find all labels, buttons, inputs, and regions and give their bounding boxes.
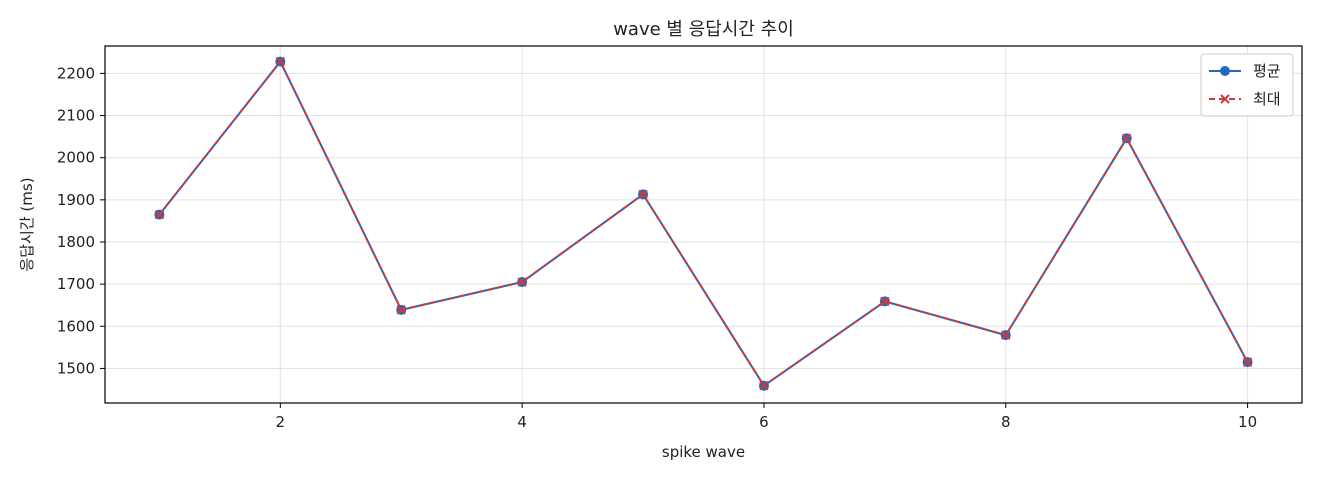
series-2-point <box>638 189 648 200</box>
x-marker-stroke <box>154 209 165 220</box>
series-line-2 <box>158 60 1249 387</box>
legend-item: 최대 <box>1209 90 1281 108</box>
x-marker-stroke <box>1242 357 1253 367</box>
series-2-point <box>1242 357 1253 367</box>
y-tick-label: 2200 <box>57 64 95 82</box>
x-tick-label: 6 <box>759 413 769 431</box>
y-tick-label: 1700 <box>57 275 95 293</box>
x-marker-stroke <box>880 296 890 307</box>
y-axis: 1500 1600 1700 1800 1900 2000 2100 2200 <box>57 64 105 377</box>
y-tick-label: 1500 <box>57 359 95 377</box>
plot-frame <box>104 45 1303 404</box>
y-tick-label: 1600 <box>57 317 95 335</box>
legend-label: 평균 <box>1253 62 1281 80</box>
series-layer <box>154 56 1253 391</box>
series-2-point <box>396 305 406 315</box>
y-tick-label: 1800 <box>57 233 95 251</box>
x-marker-stroke <box>275 56 286 67</box>
x-axis-label: spike wave <box>662 443 745 461</box>
y-tick-label: 2000 <box>57 149 95 167</box>
x-marker-stroke <box>396 305 406 315</box>
legend-label: 최대 <box>1253 90 1281 108</box>
y-axis-label: 응답시간 (ms) <box>18 177 36 271</box>
x-tick-label: 2 <box>276 413 286 431</box>
x-tick-label: 10 <box>1238 413 1257 431</box>
x-tick-label: 8 <box>1001 413 1011 431</box>
chart-title: wave 별 응답시간 추이 <box>613 19 794 40</box>
legend-marker <box>1220 66 1230 76</box>
series-line-1 <box>158 60 1249 387</box>
series-2-point <box>880 296 890 307</box>
x-marker-stroke <box>1121 133 1132 144</box>
series-2-point <box>275 56 286 67</box>
x-marker-stroke <box>517 277 527 287</box>
x-marker-stroke <box>1001 330 1011 340</box>
legend-marker <box>1220 94 1230 104</box>
y-tick-label: 2100 <box>57 107 95 125</box>
series-2-point <box>1001 330 1011 340</box>
y-tick-label: 1900 <box>57 191 95 209</box>
x-marker-stroke <box>638 189 648 200</box>
series-2-point <box>517 277 527 287</box>
series-2-point <box>1121 133 1132 144</box>
x-tick-label: 4 <box>517 413 527 431</box>
grid <box>105 46 1302 403</box>
legend-item: 평균 <box>1209 62 1281 80</box>
x-axis: 2 4 6 8 10 <box>276 403 1257 431</box>
series-2-point <box>154 209 165 220</box>
series-2-point <box>759 381 769 391</box>
x-marker-stroke <box>759 381 769 391</box>
